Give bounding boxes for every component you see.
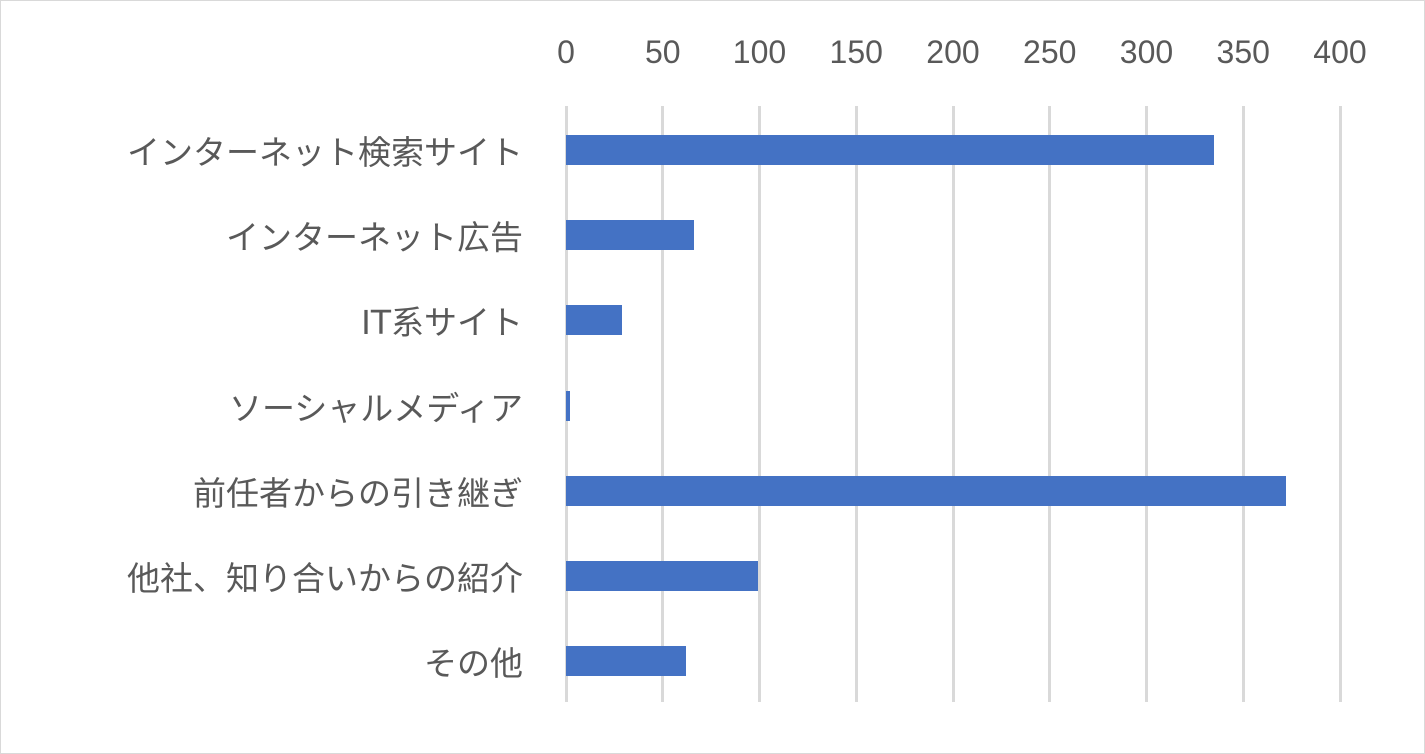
gridline [1145,106,1148,702]
bar [566,475,1286,506]
category-label: インターネット広告 [226,218,523,258]
x-tick-label: 400 [1313,34,1367,70]
gridline [1338,106,1342,702]
bar [566,220,694,251]
x-tick-label: 100 [732,34,787,70]
category-label: 他社、知り合いからの紹介 [127,559,523,598]
gridline [661,106,665,702]
gridline [854,106,858,702]
category-label: 前任者からの引き継ぎ [193,473,523,513]
category-label: IT系サイト [361,303,523,343]
bar [566,561,758,591]
gridline [951,106,955,702]
x-tick-label: 250 [1023,34,1077,70]
bar [566,135,1215,165]
x-tick-label: 350 [1216,34,1270,70]
x-tick-label: 50 [644,34,681,70]
gridline [758,106,761,702]
category-label: ソーシャルメディア [228,388,523,428]
x-tick-label: 200 [926,34,980,70]
bar [566,646,686,677]
x-tick-label: 300 [1119,34,1174,70]
x-tick-label: 150 [829,34,883,70]
x-tick-label: 0 [557,34,575,70]
gridline [1048,106,1052,702]
bar [566,390,570,421]
bar [566,305,623,336]
category-label: インターネット検索サイト [127,133,523,172]
category-label: その他 [424,644,523,684]
gridline [1241,106,1245,702]
